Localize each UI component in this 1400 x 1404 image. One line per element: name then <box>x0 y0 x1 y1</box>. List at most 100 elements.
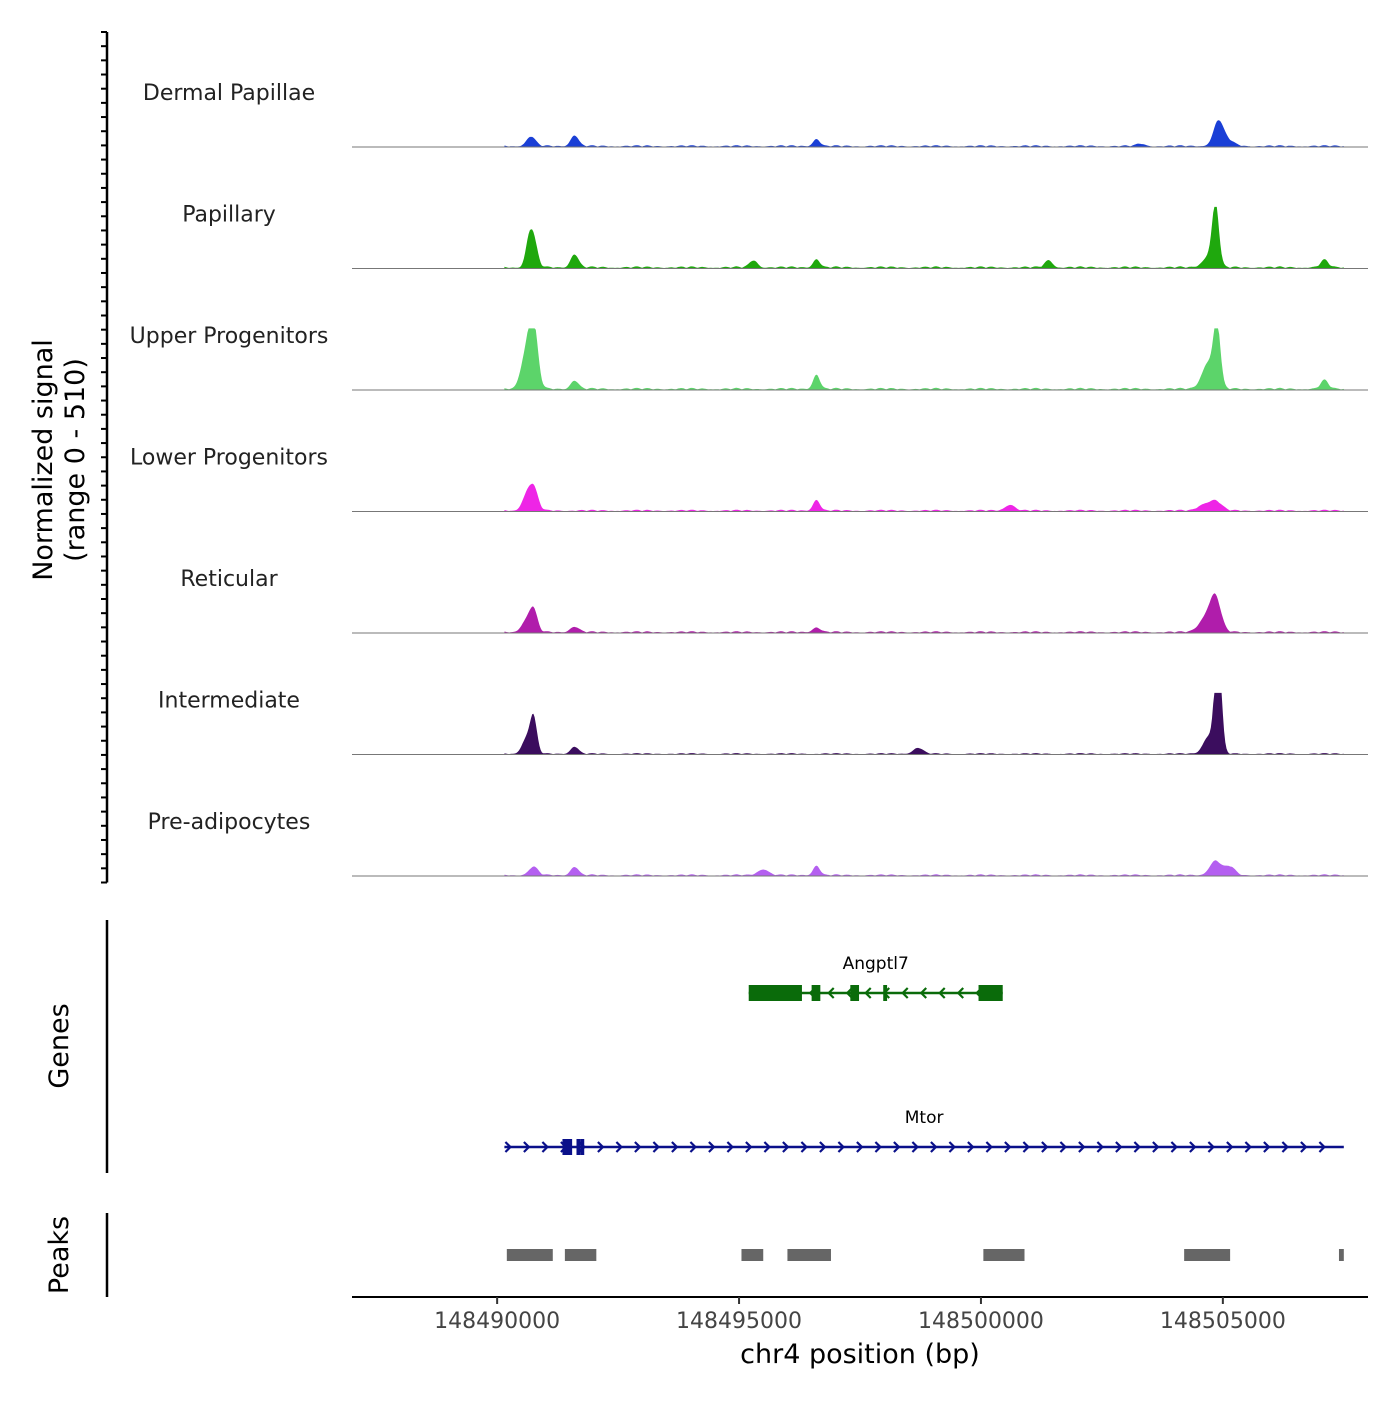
gene-exon <box>562 1139 573 1155</box>
strand-arrow <box>919 987 928 999</box>
x-tick-label: 148505000 <box>1160 1309 1286 1334</box>
x-axis-title: chr4 position (bp) <box>740 1339 980 1370</box>
track-area <box>504 593 1344 633</box>
strand-arrow <box>938 987 946 999</box>
gene-exon <box>580 1139 585 1155</box>
strand-arrow <box>1263 1141 1271 1153</box>
strand-arrow <box>800 1141 808 1153</box>
strand-arrow <box>1300 1141 1308 1153</box>
strand-arrow <box>708 1141 716 1153</box>
x-tick-label: 148500000 <box>918 1309 1044 1334</box>
strand-arrow <box>763 1141 771 1153</box>
track-papillary: Papillary <box>182 203 1368 269</box>
peaks-panel-label: Peaks <box>44 1216 75 1294</box>
strand-arrow <box>615 1141 623 1153</box>
strand-arrow <box>1244 1141 1252 1153</box>
gene-mtor: Mtor <box>504 1108 1344 1155</box>
strand-arrow <box>827 987 835 999</box>
gene-exon <box>576 1139 581 1155</box>
strand-arrow <box>874 1141 882 1153</box>
x-tick-label: 148495000 <box>676 1309 802 1334</box>
strand-arrow <box>1041 1141 1049 1153</box>
track-label: Papillary <box>182 203 276 228</box>
track-area <box>504 483 1344 512</box>
track-label: Pre-adipocytes <box>148 810 311 835</box>
track-area <box>504 692 1344 755</box>
peak-region <box>741 1249 764 1261</box>
track-lower-progenitors: Lower Progenitors <box>130 446 1368 512</box>
strand-arrow <box>1059 1141 1067 1153</box>
strand-arrow <box>985 1141 993 1153</box>
strand-arrow <box>856 1141 864 1153</box>
strand-arrow <box>1207 1141 1215 1153</box>
track-dermal-papillae: Dermal Papillae <box>143 81 1368 148</box>
genes-panel: Genes Angptl7 Mtor <box>44 920 1344 1173</box>
y-axis-title: Normalized signal <box>28 339 59 581</box>
gene-exon <box>883 985 888 1001</box>
strand-arrow <box>837 1141 845 1153</box>
track-label: Upper Progenitors <box>130 324 329 349</box>
strand-arrow <box>523 1141 531 1153</box>
signal-tracks: Dermal Papillae Papillary Upper Progenitor… <box>130 81 1368 877</box>
peak-region <box>983 1249 1025 1261</box>
track-upper-progenitors: Upper Progenitors <box>130 324 1368 391</box>
strand-arrow <box>652 1141 660 1153</box>
gene-exon <box>748 985 802 1001</box>
strand-arrow <box>864 987 872 999</box>
gene-exon <box>978 985 1003 1001</box>
strand-arrow <box>1004 1141 1012 1153</box>
strand-arrow <box>634 1141 642 1153</box>
genes-panel-label: Genes <box>44 1003 75 1088</box>
gene-exon <box>850 985 860 1001</box>
strand-arrow <box>893 1141 901 1153</box>
strand-arrow <box>819 1141 827 1153</box>
track-area <box>504 328 1344 390</box>
strand-arrow <box>1133 1141 1141 1153</box>
strand-arrow <box>1096 1141 1104 1153</box>
peak-region <box>564 1249 597 1261</box>
x-tick-label: 148490000 <box>434 1309 560 1334</box>
strand-arrow <box>1022 1141 1030 1153</box>
gene-label: Mtor <box>905 1108 944 1128</box>
strand-arrow <box>689 1141 697 1153</box>
x-axis: 148490000 148495000 148500000 148505000 chr… <box>352 1296 1368 1370</box>
strand-arrow <box>1189 1141 1197 1153</box>
gene-angptl7: Angptl7 <box>748 954 1003 1001</box>
signal-y-axis <box>101 31 109 884</box>
track-label: Lower Progenitors <box>130 446 328 471</box>
strand-arrow <box>1078 1141 1086 1153</box>
track-label: Intermediate <box>158 689 300 714</box>
strand-arrow <box>1226 1141 1234 1153</box>
strand-arrow <box>901 987 909 999</box>
strand-arrow <box>1152 1141 1160 1153</box>
y-axis-subtitle: (range 0 - 510) <box>60 358 91 562</box>
track-reticular: Reticular <box>180 567 1368 634</box>
peak-region <box>506 1249 553 1261</box>
strand-arrow <box>671 1141 679 1153</box>
track-label: Reticular <box>180 567 278 592</box>
strand-arrow <box>1318 1141 1326 1153</box>
track-intermediate: Intermediate <box>158 689 1368 755</box>
strand-arrow <box>782 1141 790 1153</box>
peak-region <box>1338 1249 1344 1261</box>
strand-arrow <box>504 1141 512 1153</box>
strand-arrow <box>597 1141 605 1153</box>
strand-arrow <box>967 1141 975 1153</box>
track-label: Dermal Papillae <box>143 81 315 106</box>
gene-label: Angptl7 <box>843 954 909 974</box>
track-pre-adipocytes: Pre-adipocytes <box>148 810 1368 877</box>
peak-region <box>1184 1249 1231 1261</box>
strand-arrow <box>911 1141 919 1153</box>
strand-arrow <box>956 987 965 999</box>
strand-arrow <box>930 1141 938 1153</box>
strand-arrow <box>541 1141 549 1153</box>
track-area <box>504 206 1344 269</box>
peak-region <box>787 1249 831 1261</box>
gene-exon <box>811 985 821 1001</box>
strand-arrow <box>948 1141 956 1153</box>
strand-arrow <box>1115 1141 1123 1153</box>
track-area <box>504 860 1344 876</box>
peaks-panel: Peaks <box>44 1213 1344 1297</box>
